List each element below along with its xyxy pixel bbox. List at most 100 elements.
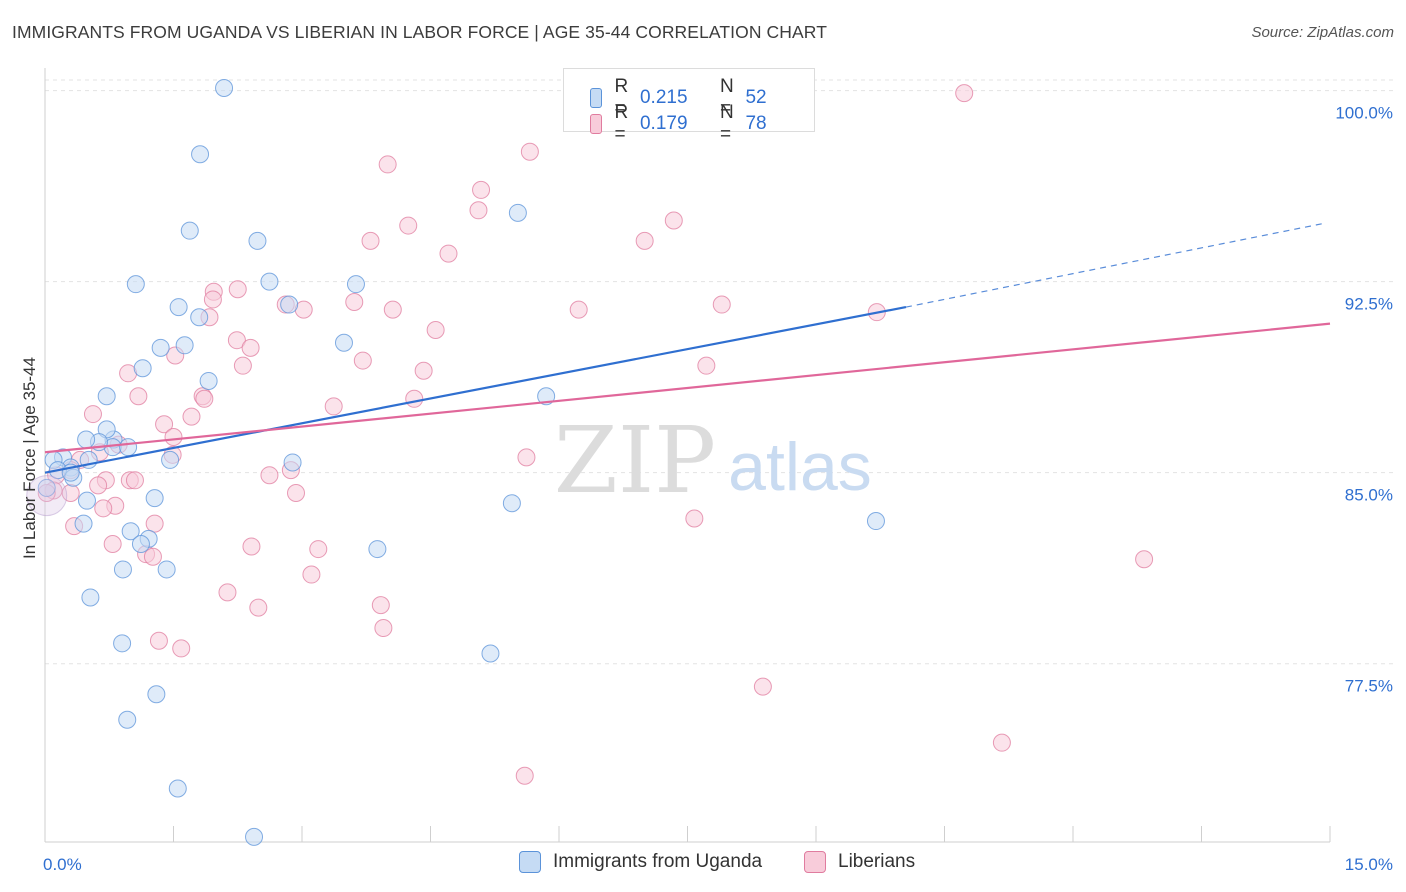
- uganda-point: [168, 779, 187, 798]
- uganda-point: [481, 644, 500, 663]
- uganda-point: [368, 540, 387, 559]
- bottom-legend-label-liberians: Liberians: [838, 851, 916, 872]
- uganda-point: [169, 298, 188, 317]
- legend-r-value: 0.179: [639, 113, 688, 134]
- uganda-point: [508, 203, 527, 222]
- uganda-point: [248, 231, 267, 250]
- trend-line-uganda-extension: [905, 222, 1326, 308]
- liberian-point: [143, 547, 162, 566]
- uganda-point: [175, 336, 194, 355]
- liberian-point: [241, 338, 260, 357]
- liberian-point: [955, 84, 974, 103]
- uganda-point: [131, 534, 150, 553]
- liberian-point: [242, 537, 261, 556]
- liberian-point: [129, 387, 148, 406]
- uganda-point: [74, 514, 93, 533]
- liberian-point: [203, 290, 222, 309]
- liberian-point: [89, 476, 108, 495]
- bottom-legend-uganda: Immigrants from Uganda: [519, 851, 762, 873]
- liberian-point: [664, 211, 683, 230]
- x-tick-label: 0.0%: [43, 855, 82, 874]
- uganda-point: [133, 359, 152, 378]
- uganda-point: [126, 275, 145, 294]
- watermark-zip: ZIP: [554, 407, 716, 514]
- legend-r-label: R =: [614, 76, 629, 119]
- liberian-point: [697, 356, 716, 375]
- liberian-point: [635, 231, 654, 250]
- x-tick-label: 15.0%: [1345, 855, 1393, 874]
- uganda-point: [77, 491, 96, 510]
- uganda-point: [77, 430, 96, 449]
- uganda-point: [215, 79, 234, 98]
- watermark-atlas: atlas: [728, 429, 872, 505]
- liberian-point: [233, 356, 252, 375]
- uganda-point: [97, 387, 116, 406]
- uganda-point: [37, 478, 56, 497]
- uganda-point: [121, 522, 140, 541]
- legend-r-label: R =: [614, 102, 629, 145]
- liberian-point: [517, 448, 536, 467]
- liberian-point: [712, 295, 731, 314]
- bottom-legend-swatch-uganda: [519, 851, 541, 873]
- legend-n-value: 78: [745, 113, 767, 134]
- trend-layer: [44, 222, 1331, 474]
- liberian-point: [125, 471, 144, 490]
- liberian-point: [172, 639, 191, 658]
- liberian-point: [155, 415, 174, 434]
- cluster-point: [26, 475, 68, 517]
- chart-title: IMMIGRANTS FROM UGANDA VS LIBERIAN IN LA…: [12, 22, 828, 42]
- uganda-point: [81, 588, 100, 607]
- liberian-point: [374, 619, 393, 638]
- legend-row-liberians: R = 0.179 N = 78: [590, 102, 815, 146]
- liberian-point: [103, 534, 122, 553]
- bottom-legend-label-uganda: Immigrants from Uganda: [553, 851, 763, 872]
- y-tick-label: 85.0%: [1345, 486, 1393, 505]
- liberian-point: [182, 407, 201, 426]
- uganda-point: [346, 275, 365, 294]
- liberian-point: [227, 331, 246, 350]
- uganda-point: [145, 489, 164, 508]
- liberian-point: [469, 201, 488, 220]
- uganda-point: [502, 494, 521, 513]
- trend-line-uganda: [44, 306, 907, 474]
- uganda-point: [199, 371, 218, 390]
- liberian-point: [218, 583, 237, 602]
- uganda-point: [245, 827, 264, 846]
- liberian-point: [345, 292, 364, 311]
- liberian-point: [426, 321, 445, 340]
- y-tick-label: 77.5%: [1345, 677, 1393, 696]
- uganda-point: [180, 221, 199, 240]
- uganda-point: [190, 308, 209, 327]
- y-tick-label: 92.5%: [1345, 295, 1393, 314]
- uganda-point: [280, 295, 299, 314]
- liberian-point: [260, 466, 279, 485]
- y-tick-label: 100.0%: [1335, 104, 1393, 123]
- uganda-point: [147, 685, 166, 704]
- liberian-point: [228, 280, 247, 299]
- liberian-point: [302, 565, 321, 584]
- trend-line-liberians: [44, 322, 1331, 454]
- bottom-legend-swatch-liberians: [804, 851, 826, 873]
- liberian-point: [287, 484, 306, 503]
- liberian-point: [324, 397, 343, 416]
- liberian-point: [520, 142, 539, 161]
- liberian-point: [361, 231, 380, 250]
- source-label: Source: ZipAtlas.com: [1251, 24, 1394, 41]
- tick-label-layer: 100.0% 92.5% 85.0% 77.5% 0.0% 15.0%: [43, 104, 1393, 874]
- liberian-point: [439, 244, 458, 263]
- uganda-point: [119, 438, 138, 457]
- liberian-point: [149, 631, 168, 650]
- liberian-point: [353, 351, 372, 370]
- liberian-point: [992, 733, 1011, 752]
- liberian-point: [569, 300, 588, 319]
- bottom-legend-liberians: Liberians: [804, 851, 915, 873]
- uganda-point: [113, 560, 132, 579]
- liberian-point: [753, 677, 772, 696]
- liberian-point: [145, 514, 164, 533]
- legend-r-value: 0.215: [639, 87, 688, 108]
- legend-n-value: 52: [745, 87, 767, 108]
- liberian-point: [249, 598, 268, 617]
- legend-n-label: N =: [719, 102, 734, 145]
- uganda-point: [113, 634, 132, 653]
